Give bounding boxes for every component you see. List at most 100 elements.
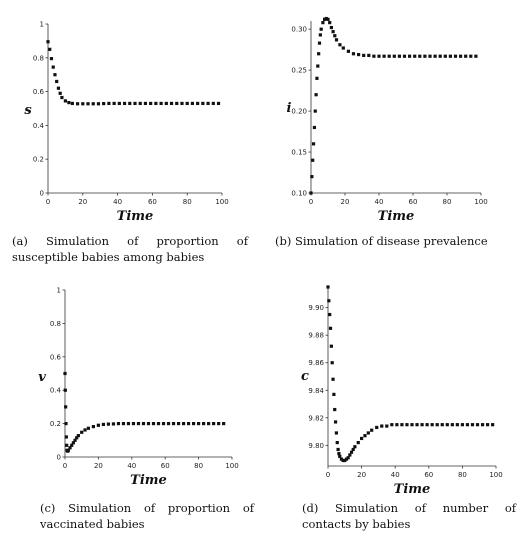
y-tick-label-c: 0.4: [50, 387, 62, 395]
data-point-c: [217, 422, 221, 426]
x-tick-label-c: 20: [94, 462, 103, 470]
data-point-d: [410, 423, 414, 427]
data-point-d: [339, 457, 344, 461]
data-point-c: [64, 435, 68, 439]
data-point-d: [332, 392, 336, 396]
data-point-b: [362, 53, 366, 57]
data-point-a: [96, 102, 101, 106]
data-point-d: [375, 425, 379, 430]
y-tick-label-a: 0: [40, 190, 44, 198]
data-point-c: [73, 438, 77, 442]
data-point-c: [161, 422, 166, 426]
data-point-c: [71, 441, 75, 445]
data-point-c: [176, 422, 181, 426]
x-tick-label-b: 60: [409, 198, 418, 206]
data-point-b: [328, 21, 332, 25]
data-point-a: [133, 101, 137, 106]
data-point-a: [143, 101, 148, 106]
data-point-d: [336, 447, 340, 452]
data-point-a: [112, 101, 116, 106]
x-tick-label-b: 80: [443, 198, 452, 206]
data-point-b: [408, 54, 412, 58]
data-point-a: [53, 73, 57, 77]
data-point-b: [443, 54, 447, 58]
data-point-d: [331, 377, 335, 381]
x-axis-label-b: Time: [378, 209, 415, 224]
x-axis-label-c: Time: [130, 473, 167, 488]
data-point-a: [86, 102, 90, 106]
data-point-a: [75, 102, 80, 106]
data-point-c: [186, 422, 191, 426]
x-tick-label-d: 60: [424, 471, 433, 479]
data-point-c: [136, 422, 141, 426]
data-point-d: [328, 326, 333, 330]
x-tick-label-b: 40: [375, 198, 384, 206]
data-point-a: [46, 40, 50, 44]
data-point-d: [430, 423, 434, 427]
y-tick-label-d: 9.88: [308, 332, 324, 340]
data-point-a: [149, 101, 153, 106]
data-point-a: [81, 102, 85, 106]
data-point-d: [338, 454, 342, 458]
data-point-a: [201, 101, 205, 106]
data-point-d: [390, 423, 394, 427]
data-point-a: [58, 91, 62, 95]
data-point-d: [337, 452, 341, 456]
caption-c: (c) Simulation of proportion of vaccinat…: [40, 501, 254, 531]
y-tick-label-d: 9.82: [308, 414, 324, 422]
data-point-d: [329, 344, 333, 348]
data-point-a: [122, 101, 127, 106]
data-point-d: [475, 423, 480, 427]
x-axis-label-a: Time: [117, 209, 154, 224]
y-tick-label-b: 0.15: [291, 149, 307, 157]
data-point-b: [309, 191, 313, 195]
data-point-a: [169, 101, 174, 106]
data-point-a: [154, 101, 158, 106]
data-point-d: [346, 456, 350, 460]
data-point-b: [311, 158, 315, 162]
data-point-a: [138, 101, 142, 106]
data-point-b: [338, 43, 342, 47]
data-point-b: [377, 54, 381, 58]
data-point-b: [372, 54, 376, 58]
data-point-d: [363, 434, 367, 438]
y-tick-label-b: 0.10: [291, 190, 307, 198]
data-point-c: [212, 422, 216, 426]
data-point-c: [156, 422, 161, 426]
data-point-b: [317, 41, 322, 45]
data-point-c: [116, 422, 121, 426]
data-point-a: [117, 101, 121, 106]
y-tick-label-a: 0.8: [33, 54, 44, 62]
y-tick-label-c: 1: [57, 287, 61, 295]
data-point-c: [126, 422, 131, 426]
data-point-c: [83, 428, 87, 432]
data-point-b: [317, 52, 321, 56]
data-point-c: [111, 422, 116, 426]
x-tick-label-d: 40: [391, 471, 400, 479]
data-point-c: [141, 422, 146, 426]
data-point-b: [397, 54, 401, 58]
data-point-d: [334, 431, 338, 435]
data-point-c: [63, 371, 67, 376]
y-tick-label-a: 1: [40, 21, 44, 29]
data-point-b: [453, 54, 458, 58]
x-tick-label-d: 100: [489, 471, 502, 479]
data-point-a: [164, 101, 168, 106]
data-point-c: [207, 422, 211, 426]
data-point-a: [175, 101, 179, 106]
data-point-a: [185, 101, 189, 106]
data-point-b: [333, 34, 337, 38]
data-point-c: [76, 434, 80, 438]
data-point-c: [64, 422, 68, 426]
y-tick-label-b: 0.30: [291, 26, 307, 34]
data-point-c: [68, 446, 72, 450]
data-point-a: [56, 86, 61, 90]
data-point-b: [413, 54, 417, 58]
x-tick-label-a: 0: [46, 198, 50, 206]
data-point-b: [321, 21, 325, 25]
data-point-c: [66, 448, 70, 452]
data-point-b: [315, 76, 319, 80]
data-point-d: [341, 458, 345, 463]
data-point-b: [319, 27, 323, 31]
